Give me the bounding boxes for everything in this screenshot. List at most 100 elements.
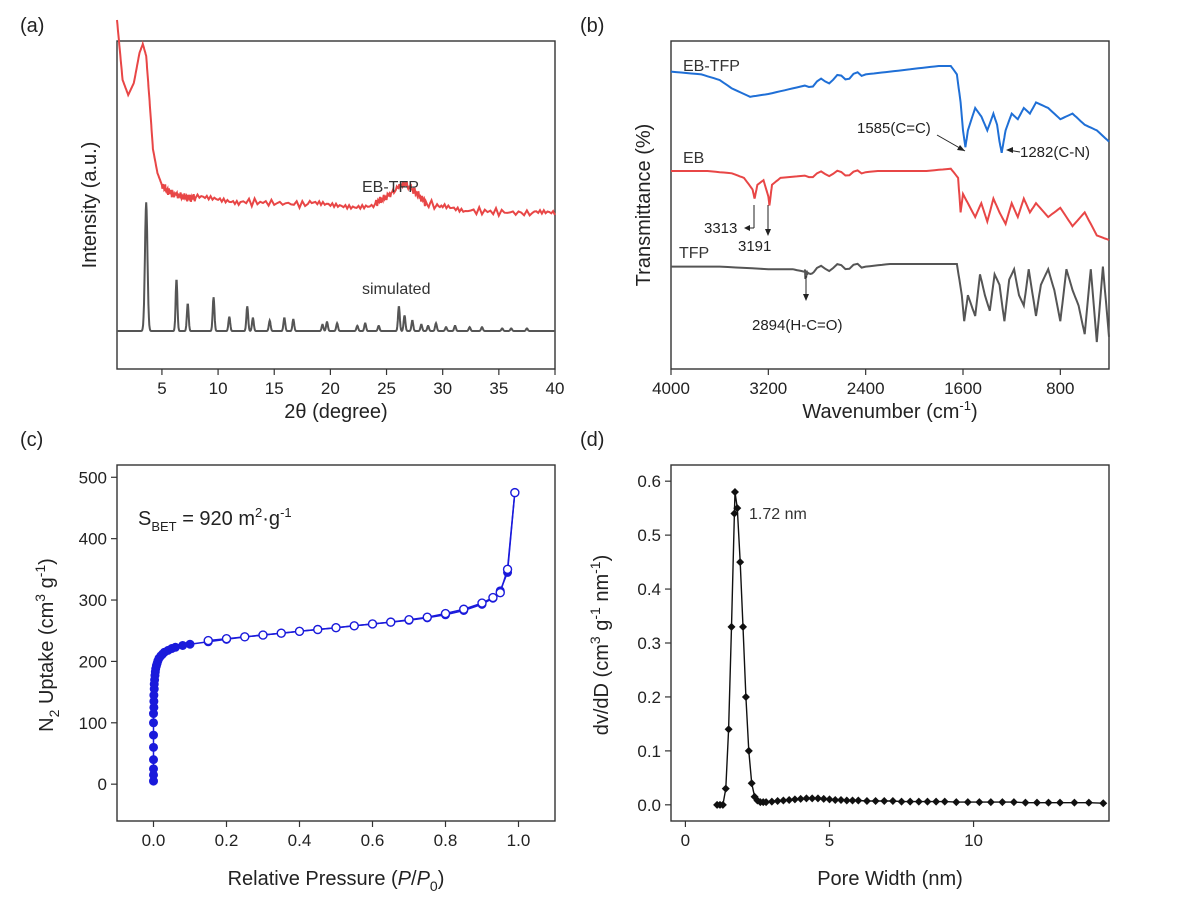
pore-size-point xyxy=(952,798,961,807)
c-y-tick-label: 400 xyxy=(79,530,107,549)
series-line-eb-tfp xyxy=(116,19,556,219)
x-title-c-close: ) xyxy=(438,868,445,890)
arrowhead-1585 xyxy=(957,145,965,151)
x-ticks-b: 4000 3200 2400 1600 800 xyxy=(652,369,1075,398)
bet-value: = 920 m xyxy=(177,508,255,530)
bet-g: ·g xyxy=(262,508,280,530)
b-x-tick-label: 2400 xyxy=(847,379,885,398)
x-title-c-slash: / xyxy=(411,868,417,890)
y-title-d-sup-g: -1 xyxy=(587,607,603,620)
adsorption-point xyxy=(170,642,180,652)
pore-size-point xyxy=(854,796,863,805)
pore-size-point xyxy=(741,692,750,701)
desorption-point xyxy=(502,564,513,575)
pore-size-point xyxy=(906,797,915,806)
desorption-point xyxy=(440,608,451,619)
y-title-c-n: N xyxy=(36,717,58,731)
series-line-tfp-ir xyxy=(671,262,1110,343)
c-y-tick-label: 100 xyxy=(79,714,107,733)
x-axis-title-b-end: ) xyxy=(971,401,978,423)
pore-size-point xyxy=(718,800,727,809)
pore-size-point xyxy=(819,794,828,803)
x-ticks-a: 5 10 15 20 25 30 35 40 xyxy=(157,369,564,398)
pore-size-point xyxy=(724,725,733,734)
y-title-d-sup3: 3 xyxy=(587,636,603,644)
c-x-tick-label: 0.0 xyxy=(142,831,166,850)
x-title-c-p: P xyxy=(398,868,412,890)
pore-size-point xyxy=(796,794,805,803)
arrowhead-3313 xyxy=(744,225,750,231)
pore-size-point xyxy=(747,779,756,788)
pore-size-point xyxy=(730,509,739,518)
pore-size-point xyxy=(862,797,871,806)
panel-label-a: (a) xyxy=(20,15,44,37)
pore-size-point xyxy=(779,796,788,805)
bet-sup-neg1: -1 xyxy=(280,505,292,520)
c-x-tick-label: 0.6 xyxy=(361,831,385,850)
y-title-c-sup-neg1: -1 xyxy=(32,565,48,578)
pore-size-point xyxy=(897,797,906,806)
desorption-point xyxy=(331,622,341,633)
pore-size-point xyxy=(1056,798,1065,807)
desorption-point xyxy=(276,628,286,638)
annotation-3313: 3313 xyxy=(704,220,737,237)
pore-size-point xyxy=(1021,798,1030,807)
pore-size-point xyxy=(773,797,782,806)
pore-size-point xyxy=(1044,798,1053,807)
c-x-tick-label: 0.2 xyxy=(215,831,239,850)
d-y-tick-label: 0.1 xyxy=(637,742,661,761)
b-x-tick-label: 3200 xyxy=(749,379,787,398)
desorption-point xyxy=(495,587,505,598)
x-axis-title-b-main: Wavenumber (cm xyxy=(802,401,959,423)
c-y-tick-label: 0 xyxy=(98,775,107,794)
pore-size-point xyxy=(1032,798,1041,807)
y-title-c-sub: 2 xyxy=(46,709,62,717)
bet-sub: BET xyxy=(151,519,176,534)
y-title-c-mid: Uptake (cm xyxy=(36,602,58,710)
c-x-tick-label: 0.8 xyxy=(434,831,458,850)
chart-a: 5 10 15 20 25 30 35 40 EB-TFP simulated 2θ (deg… xyxy=(79,19,564,423)
pore-size-point xyxy=(733,504,742,513)
pore-size-point xyxy=(923,797,932,806)
bet-annotation: SBET = 920 m2·g-1 xyxy=(138,505,292,534)
pore-size-point xyxy=(730,487,739,496)
series-line-ebtfp-ir xyxy=(670,65,1110,154)
desorption-point xyxy=(488,592,498,603)
desorption-point xyxy=(221,634,232,644)
desorption-point xyxy=(258,630,268,640)
pore-size-point xyxy=(963,798,972,807)
adsorption-point xyxy=(185,639,195,649)
c-x-tick-label: 0.4 xyxy=(288,831,312,850)
pore-size-point xyxy=(1070,798,1079,807)
pore-size-point xyxy=(842,796,851,805)
d-y-tick-label: 0.3 xyxy=(637,634,661,653)
x-title-c-p0: P xyxy=(417,868,431,890)
b-x-tick-label: 1600 xyxy=(944,379,982,398)
desorption-point xyxy=(422,612,432,622)
annotation-2894: 2894(H-C=O) xyxy=(752,317,842,334)
pore-size-point xyxy=(744,746,753,755)
adsorption-point xyxy=(149,718,158,728)
d-y-tick-label: 0.2 xyxy=(637,688,661,707)
pore-size-point xyxy=(739,622,748,631)
x-axis-title-b: Wavenumber (cm-1) xyxy=(802,398,977,423)
adsorption-point xyxy=(149,764,158,774)
arrowhead-1282 xyxy=(1006,147,1013,153)
a-x-tick-label: 10 xyxy=(209,379,228,398)
pore-size-point xyxy=(721,784,730,793)
peak-annotation: 1.72 nm xyxy=(749,506,807,523)
annotation-3191: 3191 xyxy=(738,238,771,255)
panel-label-b: (b) xyxy=(580,15,604,37)
arrowhead-3191 xyxy=(765,229,771,236)
a-x-tick-label: 30 xyxy=(433,379,452,398)
arrowhead-2894 xyxy=(803,294,809,301)
series-label-simulated: simulated xyxy=(362,281,430,298)
x-axis-title-d: Pore Width (nm) xyxy=(817,868,963,890)
series-line-pore-size xyxy=(717,491,1104,806)
d-y-tick-label: 0.0 xyxy=(637,796,661,815)
pore-size-point xyxy=(785,795,794,804)
a-x-tick-label: 5 xyxy=(157,379,166,398)
y-title-d-close: ) xyxy=(591,555,613,562)
pore-size-point xyxy=(825,795,834,804)
